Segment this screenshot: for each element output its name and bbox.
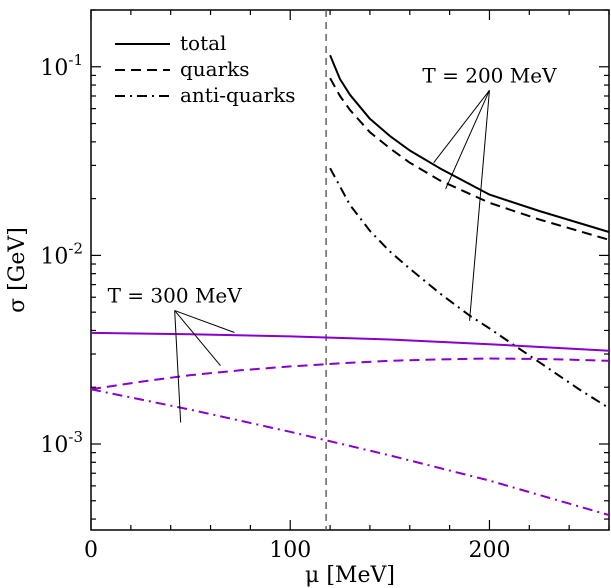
annotation-leader-line (433, 90, 490, 164)
series-layer (90, 54, 610, 517)
x-tick-label: 200 (468, 538, 510, 563)
legend-label-quarks: quarks (180, 57, 250, 81)
annotation-leader-line (174, 310, 235, 333)
y-tick-label: 10-3 (40, 428, 83, 458)
y-axis-title: σ [GeV] (5, 227, 30, 313)
plot-frame (90, 9, 610, 531)
y-tick-label: 10-1 (40, 51, 83, 81)
annotation-leader-line (174, 310, 221, 367)
legend-label-anti-quarks: anti-quarks (180, 83, 296, 107)
series-t-300-mev-total (90, 331, 610, 352)
x-tick-label: 0 (84, 538, 98, 563)
x-tick-label: 100 (269, 538, 311, 563)
series-t-200-mev-quarks (329, 77, 610, 241)
series-t-300-mev-anti-quarks (90, 388, 610, 517)
legend-label-total: total (180, 31, 226, 55)
x-axis-title: μ [MeV] (305, 563, 395, 588)
y-tick-label: 10-2 (40, 239, 83, 269)
annotation-layer: T = 200 MeV T = 300 MeV (108, 63, 557, 423)
annotation-t-300-mev: T = 300 MeV (108, 284, 243, 308)
annotation-leader-line (174, 310, 182, 423)
series-t-300-mev-quarks (90, 357, 610, 391)
annotation-leader-line (469, 90, 490, 321)
tick-labels: 0 100 200 10-1 10-2 10-3 (40, 51, 510, 563)
series-t-200-mev-anti-quarks (329, 167, 610, 409)
ticks (90, 9, 610, 530)
annotation-leader-line (445, 90, 490, 190)
annotation-t-200-mev: T = 200 MeV (422, 63, 557, 87)
series-t-200-mev-total (329, 54, 610, 233)
